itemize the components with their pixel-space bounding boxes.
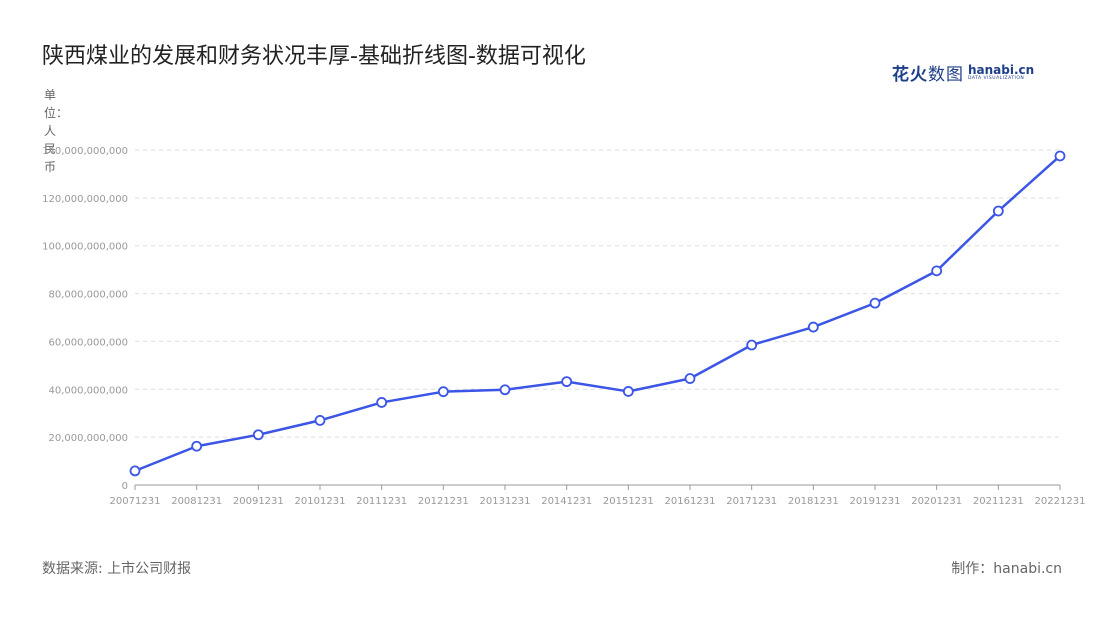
y-axis-unit-label: 单位：人民币 [44,88,69,174]
x-tick-label: 20071231 [110,496,161,507]
x-tick-label: 20161231 [665,496,716,507]
y-tick-label: 80,000,000,000 [48,290,128,301]
y-tick-label: 140,000,000,000 [42,146,128,157]
data-point [992,205,1004,217]
x-tick-label: 20111231 [356,496,407,507]
x-tick-label: 20151231 [603,496,654,507]
data-point [622,386,634,397]
x-tick-label: 20211231 [973,496,1024,507]
x-tick-label: 20131231 [480,496,531,507]
chart-title: 陕西煤业的发展和财务状况丰厚-基础折线图-数据可视化 [42,44,586,69]
data-point [931,265,943,277]
x-tick-label: 20171231 [726,496,777,507]
x-tick-label: 20141231 [541,496,592,507]
y-tick-label: 40,000,000,000 [48,385,128,396]
logo-en-main: hanabi.cn [968,62,1035,77]
x-tick-label: 20201231 [911,496,962,507]
data-point [746,339,758,351]
data-point [869,297,881,309]
credit: 制作：hanabi.cn [951,561,1062,577]
logo-cn-thin: 数图 [928,65,964,85]
y-tick-label: 100,000,000,000 [42,242,128,253]
logo-cn: 花火数图 [892,60,964,85]
x-tick-label: 20081231 [171,496,222,507]
series-line [134,155,1061,473]
data-point [129,465,141,477]
x-tick-label: 20121231 [418,496,469,507]
x-tick-label: 20091231 [233,496,284,507]
x-tick-label: 20101231 [295,496,346,507]
data-point [376,397,388,408]
y-tick-label: 0 [122,481,128,492]
y-tick-label: 20,000,000,000 [48,433,128,444]
x-tick-label: 20191231 [850,496,901,507]
data-point [561,376,573,388]
data-point [314,414,326,426]
data-point [1054,150,1066,162]
data-point [684,373,696,384]
data-point [437,386,449,398]
logo-en-sub: DATA VISUALIZATION [968,75,1025,81]
data-point [807,321,819,333]
data-point [252,429,264,441]
data-point [499,384,511,396]
logo-cn-bold: 花火 [892,65,928,85]
y-tick-label: 120,000,000,000 [42,194,128,205]
x-tick-label: 20221231 [1035,496,1086,507]
y-tick-label: 60,000,000,000 [48,337,128,348]
hanabi-logo: 花火数图 hanabi.cn DATA VISUALIZATION [892,60,1034,85]
x-tick-label: 20181231 [788,496,839,507]
data-point [191,440,203,452]
logo-en: hanabi.cn DATA VISUALIZATION [968,64,1034,82]
data-source: 数据来源: 上市公司财报 [42,561,192,577]
